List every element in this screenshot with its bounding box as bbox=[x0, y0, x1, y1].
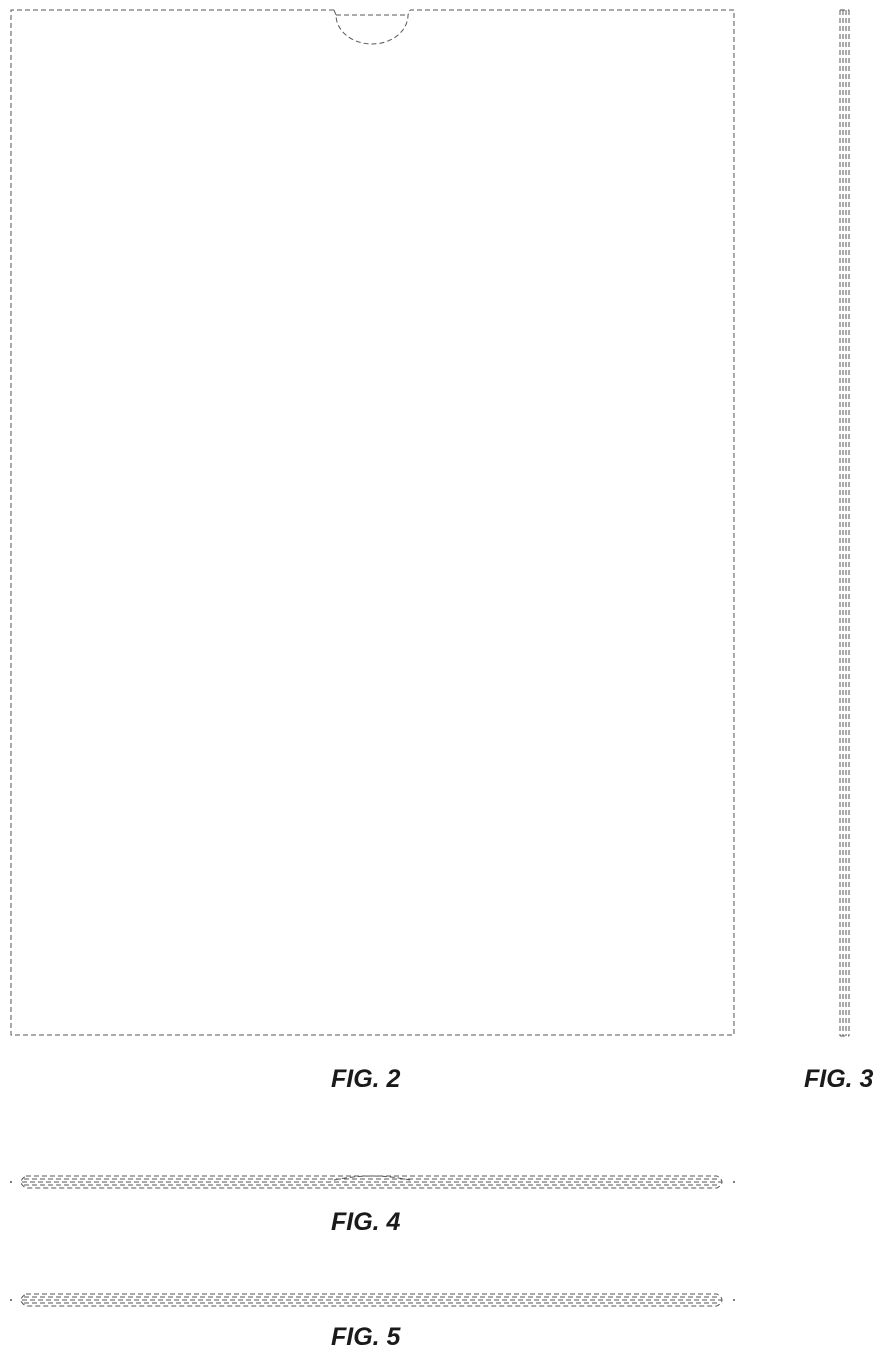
fig4-caption: FIG. 4 bbox=[331, 1207, 400, 1237]
fig5-end-dot bbox=[10, 1299, 12, 1301]
fig2-front-view bbox=[11, 10, 734, 1035]
fig4-end-dot bbox=[733, 1181, 735, 1183]
fig5-bottom-view bbox=[10, 1294, 735, 1306]
fig2-sleeve-outline bbox=[11, 10, 734, 1035]
fig5-end-dot bbox=[733, 1299, 735, 1301]
fig3-caption: FIG. 3 bbox=[804, 1064, 873, 1094]
fig4-end-dot bbox=[10, 1181, 12, 1183]
fig4-top-view bbox=[10, 1176, 735, 1188]
fig3-side-view bbox=[840, 10, 849, 1036]
fig5-caption: FIG. 5 bbox=[331, 1322, 400, 1352]
fig2-caption: FIG. 2 bbox=[331, 1064, 400, 1094]
